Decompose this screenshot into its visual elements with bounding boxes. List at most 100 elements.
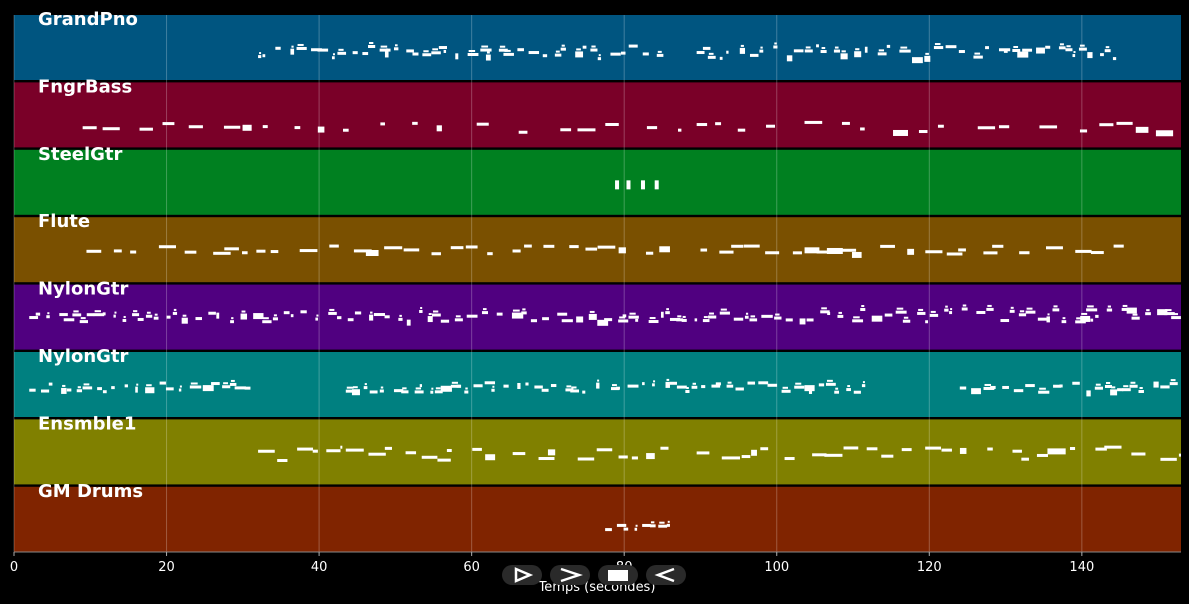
- play-button[interactable]: [502, 565, 542, 585]
- note-mark: [745, 312, 749, 315]
- note-mark: [517, 382, 521, 389]
- note-mark: [678, 128, 682, 132]
- note-mark: [369, 41, 374, 44]
- note-mark: [1099, 123, 1114, 127]
- note-mark: [80, 317, 86, 320]
- note-mark: [79, 320, 89, 324]
- note-mark: [765, 251, 780, 255]
- stop-button[interactable]: [598, 565, 638, 585]
- note-mark: [1052, 308, 1060, 312]
- note-mark: [259, 52, 262, 55]
- note-mark: [1045, 45, 1051, 49]
- note-mark: [773, 45, 778, 49]
- note-mark: [1009, 309, 1015, 313]
- note-mark: [654, 180, 659, 190]
- note-mark: [590, 48, 598, 52]
- note-mark: [841, 121, 850, 125]
- note-mark: [821, 307, 827, 310]
- note-mark: [166, 315, 171, 319]
- note-mark: [454, 318, 463, 322]
- note-mark: [1107, 305, 1111, 308]
- note-mark: [394, 44, 398, 47]
- note-mark: [861, 305, 865, 308]
- note-mark: [1095, 314, 1099, 318]
- note-mark: [622, 314, 627, 318]
- note-mark: [739, 47, 746, 54]
- note-mark: [804, 247, 820, 254]
- note-mark: [530, 319, 538, 323]
- note-mark: [1026, 307, 1033, 310]
- note-mark: [925, 446, 942, 450]
- note-mark: [431, 387, 434, 390]
- note-mark: [696, 451, 710, 455]
- track-background: [14, 149, 1181, 215]
- note-mark: [821, 47, 826, 50]
- note-mark: [1046, 316, 1050, 323]
- note-mark: [351, 389, 360, 396]
- track-background: [14, 486, 1181, 552]
- note-mark: [660, 446, 669, 450]
- note-mark: [645, 251, 654, 255]
- note-mark: [76, 389, 83, 393]
- note-mark: [300, 310, 307, 314]
- note-mark: [665, 311, 670, 315]
- note-mark: [467, 52, 479, 56]
- note-mark: [273, 314, 277, 317]
- note-mark: [491, 388, 495, 392]
- note-mark: [696, 51, 705, 55]
- note-mark: [1104, 49, 1111, 53]
- note-mark: [431, 313, 441, 317]
- note-mark: [1131, 316, 1140, 320]
- note-mark: [852, 319, 864, 323]
- note-mark: [329, 244, 339, 248]
- x-tick-label: 100: [764, 560, 789, 575]
- note-mark: [628, 315, 639, 319]
- note-mark: [1002, 385, 1009, 389]
- note-mark: [958, 50, 965, 54]
- note-mark: [700, 248, 708, 252]
- note-mark: [812, 453, 827, 457]
- note-mark: [1155, 130, 1174, 137]
- rewind-button[interactable]: [646, 565, 686, 585]
- note-mark: [299, 249, 318, 253]
- note-mark: [146, 384, 152, 387]
- note-mark: [315, 317, 318, 321]
- note-mark: [340, 445, 343, 449]
- note-mark: [59, 313, 68, 317]
- note-mark: [945, 305, 948, 308]
- note-mark: [435, 387, 441, 390]
- note-mark: [893, 129, 908, 136]
- note-mark: [172, 311, 178, 315]
- note-mark: [596, 448, 613, 452]
- track-label: NylonGtr: [38, 346, 129, 367]
- track-background: [14, 82, 1181, 148]
- note-mark: [234, 386, 246, 390]
- note-mark: [616, 386, 620, 390]
- note-mark: [485, 454, 496, 461]
- note-mark: [522, 308, 526, 311]
- note-mark: [959, 386, 967, 390]
- note-mark: [1104, 384, 1113, 388]
- note-mark: [629, 312, 636, 315]
- note-mark: [328, 311, 337, 315]
- note-mark: [480, 48, 492, 52]
- note-mark: [1153, 381, 1159, 388]
- note-mark: [1025, 310, 1036, 314]
- note-mark: [311, 48, 322, 52]
- x-tick-label: 140: [1069, 560, 1094, 575]
- note-mark: [983, 251, 998, 255]
- note-mark: [1045, 246, 1063, 250]
- note-mark: [123, 315, 126, 318]
- note-mark: [451, 381, 458, 384]
- forward-button[interactable]: [550, 565, 590, 585]
- note-mark: [833, 49, 840, 53]
- note-mark: [575, 51, 584, 58]
- note-mark: [114, 311, 117, 314]
- note-mark: [380, 45, 388, 48]
- note-mark: [659, 521, 665, 524]
- note-mark: [275, 46, 281, 50]
- note-mark: [961, 307, 968, 311]
- note-mark: [354, 311, 362, 315]
- note-mark: [550, 384, 557, 388]
- note-mark: [1086, 308, 1098, 312]
